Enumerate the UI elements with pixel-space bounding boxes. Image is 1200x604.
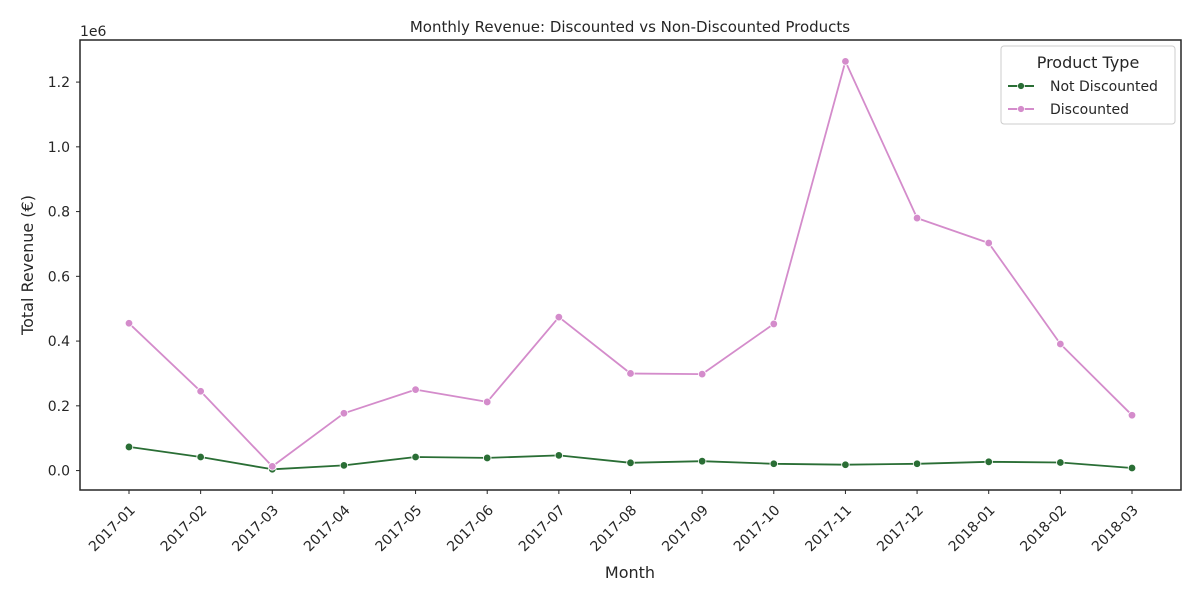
data-point-not-discounted	[1056, 458, 1065, 467]
data-point-not-discounted	[339, 461, 349, 470]
x-tick-label: 2018-03	[1089, 502, 1142, 555]
data-point-discounted	[124, 319, 134, 328]
data-point-discounted	[769, 319, 778, 329]
data-point-not-discounted	[626, 458, 635, 468]
x-tick-label: 2018-01	[946, 502, 999, 555]
legend-marker-discounted	[1017, 105, 1025, 113]
data-point-discounted	[984, 238, 993, 248]
data-point-discounted	[196, 387, 205, 396]
y-tick-label: 1.2	[48, 75, 70, 91]
data-point-discounted	[483, 397, 492, 407]
data-point-not-discounted	[554, 451, 564, 460]
data-point-discounted	[268, 462, 277, 471]
data-point-discounted	[339, 409, 349, 418]
x-tick-label: 2017-08	[588, 502, 641, 555]
data-point-not-discounted	[1127, 463, 1137, 473]
legend: Product Type Not Discounted Discounted	[1000, 45, 1176, 125]
data-point-discounted	[841, 57, 850, 66]
y-tick-label: 0.8	[48, 205, 70, 221]
series-line-discounted	[128, 60, 1133, 468]
data-point-discounted	[1056, 339, 1065, 349]
y-axis-label: Total Revenue (€)	[18, 195, 37, 336]
x-tick-label: 2017-10	[731, 502, 784, 555]
data-point-discounted	[1127, 411, 1137, 420]
data-point-not-discounted	[483, 453, 492, 463]
x-tick-label: 2017-07	[516, 502, 569, 555]
y-tick-label: 0.2	[48, 399, 70, 415]
x-tick-label: 2018-02	[1017, 502, 1070, 555]
data-point-not-discounted	[196, 452, 205, 462]
chart-title: Monthly Revenue: Discounted vs Non-Disco…	[410, 18, 850, 36]
legend-title: Product Type	[1037, 53, 1140, 72]
legend-marker-not-discounted	[1017, 82, 1025, 90]
legend-label-discounted: Discounted	[1050, 102, 1129, 118]
x-tick-label: 2017-01	[86, 502, 139, 555]
y-tick-label: 0.6	[48, 269, 70, 285]
data-point-not-discounted	[124, 442, 134, 452]
y-tick-label: 1.0	[48, 140, 70, 156]
x-tick-label: 2017-11	[803, 502, 856, 555]
data-point-discounted	[411, 385, 420, 394]
data-point-not-discounted	[984, 457, 993, 467]
data-point-not-discounted	[841, 460, 850, 469]
data-point-not-discounted	[912, 459, 922, 468]
x-tick-label: 2017-04	[301, 502, 354, 555]
data-point-not-discounted	[411, 452, 420, 462]
legend-label-not-discounted: Not Discounted	[1050, 79, 1158, 95]
data-point-not-discounted	[769, 459, 778, 468]
plot-layer	[124, 57, 1137, 474]
x-tick-label: 2017-09	[659, 502, 712, 555]
x-tick-label: 2017-03	[229, 502, 282, 555]
y-tick-label: 0.4	[48, 334, 70, 350]
y-offset-label: 1e6	[80, 24, 107, 40]
data-point-discounted	[626, 369, 635, 378]
x-tick-label: 2017-06	[444, 502, 497, 555]
data-point-discounted	[912, 213, 922, 223]
data-point-discounted	[697, 369, 707, 379]
data-point-discounted	[554, 312, 564, 322]
x-tick-label: 2017-02	[158, 502, 211, 555]
legend-box	[1000, 45, 1176, 125]
x-tick-label: 2017-12	[874, 502, 927, 555]
x-axis-label: Month	[605, 563, 655, 582]
data-point-not-discounted	[697, 456, 707, 466]
x-tick-label: 2017-05	[373, 502, 426, 555]
y-tick-label: 0.0	[48, 464, 70, 480]
